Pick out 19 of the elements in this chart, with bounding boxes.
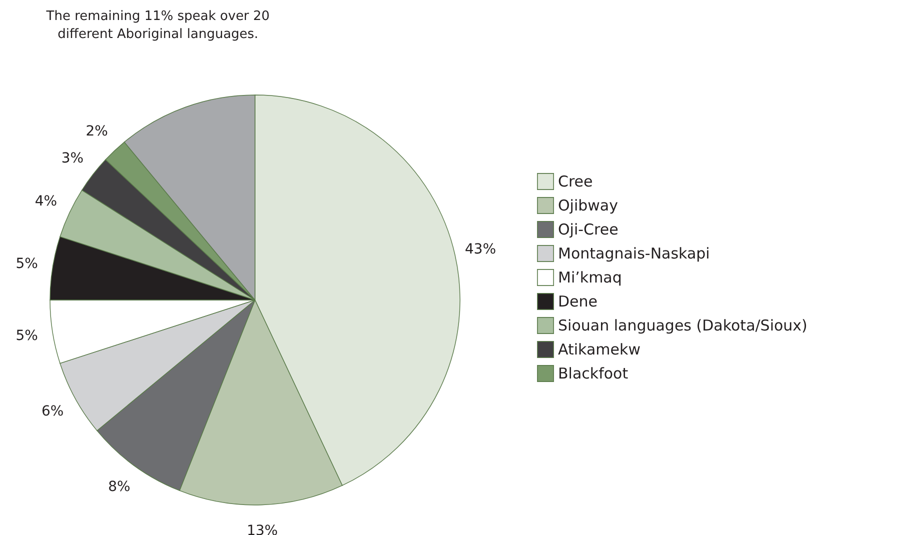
legend-label: Siouan languages (Dakota/Sioux)	[558, 316, 808, 334]
data-label: 3%	[61, 150, 84, 166]
data-label: 8%	[108, 478, 130, 495]
legend-label: Montagnais-Naskapi	[558, 244, 710, 262]
data-label: 4%	[34, 194, 58, 210]
legend-label: Ojibway	[558, 196, 618, 214]
data-label: 6%	[41, 403, 64, 420]
legend-label: Mi’kmaq	[558, 268, 622, 286]
data-label: 13%	[246, 522, 278, 535]
data-label: 43%	[464, 242, 496, 258]
legend-label: Cree	[558, 172, 593, 190]
legend-label: Atikamekw	[558, 340, 640, 358]
data-label: 5%	[16, 256, 38, 272]
legend-label: Oji-Cree	[558, 220, 618, 238]
legend-label: Blackfoot	[558, 364, 628, 382]
text: The remaining 11% speak over 20 different Aboriginal languages.	[45, 9, 270, 42]
data-label: 2%	[86, 124, 108, 140]
legend-label: Dene	[558, 292, 598, 310]
data-label: 5%	[16, 328, 38, 344]
